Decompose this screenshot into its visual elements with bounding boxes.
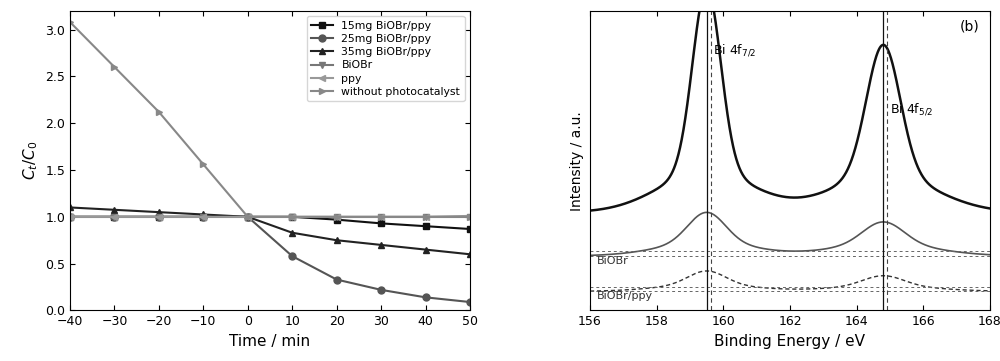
ppy	[64, 215, 76, 219]
BiOBr	[420, 215, 432, 219]
ppy	[464, 214, 476, 218]
15mg BiOBr/ppy	[153, 215, 165, 219]
Y-axis label: $C_t$/$C_0$: $C_t$/$C_0$	[21, 141, 40, 180]
without photocatalyst	[64, 20, 76, 24]
25mg BiOBr/ppy	[108, 215, 120, 219]
Line: 15mg BiOBr/ppy: 15mg BiOBr/ppy	[67, 214, 473, 232]
Line: without photocatalyst: without photocatalyst	[67, 19, 473, 219]
ppy	[420, 215, 432, 219]
Text: (b): (b)	[960, 20, 980, 34]
BiOBr	[108, 215, 120, 219]
35mg BiOBr/ppy	[420, 247, 432, 252]
15mg BiOBr/ppy	[286, 215, 298, 219]
X-axis label: Time / min: Time / min	[229, 334, 311, 349]
without photocatalyst	[464, 215, 476, 219]
without photocatalyst	[108, 65, 120, 69]
Line: 25mg BiOBr/ppy: 25mg BiOBr/ppy	[67, 213, 473, 305]
Legend: 15mg BiOBr/ppy, 25mg BiOBr/ppy, 35mg BiOBr/ppy, BiOBr, ppy, without photocatalys: 15mg BiOBr/ppy, 25mg BiOBr/ppy, 35mg BiO…	[307, 16, 465, 101]
25mg BiOBr/ppy	[375, 288, 387, 292]
BiOBr	[464, 215, 476, 219]
BiOBr	[64, 215, 76, 219]
Text: BiOBr: BiOBr	[597, 256, 628, 266]
BiOBr	[286, 215, 298, 219]
15mg BiOBr/ppy	[375, 221, 387, 226]
without photocatalyst	[242, 215, 254, 219]
without photocatalyst	[420, 215, 432, 219]
25mg BiOBr/ppy	[331, 277, 343, 282]
35mg BiOBr/ppy	[108, 208, 120, 212]
Line: ppy: ppy	[67, 213, 473, 219]
35mg BiOBr/ppy	[331, 238, 343, 242]
ppy	[331, 215, 343, 219]
25mg BiOBr/ppy	[197, 215, 209, 219]
BiOBr	[331, 215, 343, 219]
Line: 35mg BiOBr/ppy: 35mg BiOBr/ppy	[67, 204, 473, 258]
25mg BiOBr/ppy	[464, 300, 476, 304]
without photocatalyst	[197, 162, 209, 166]
ppy	[286, 215, 298, 219]
25mg BiOBr/ppy	[286, 254, 298, 258]
X-axis label: Binding Energy / eV: Binding Energy / eV	[714, 334, 866, 349]
without photocatalyst	[286, 215, 298, 219]
BiOBr	[197, 215, 209, 219]
15mg BiOBr/ppy	[331, 217, 343, 222]
35mg BiOBr/ppy	[464, 252, 476, 256]
25mg BiOBr/ppy	[242, 215, 254, 219]
ppy	[375, 215, 387, 219]
15mg BiOBr/ppy	[108, 215, 120, 219]
without photocatalyst	[375, 215, 387, 219]
Line: BiOBr: BiOBr	[67, 214, 473, 219]
BiOBr	[242, 215, 254, 219]
35mg BiOBr/ppy	[242, 215, 254, 219]
BiOBr	[375, 215, 387, 219]
Text: BiOBr/ppy: BiOBr/ppy	[597, 291, 653, 301]
Y-axis label: Intensity / a.u.: Intensity / a.u.	[570, 111, 584, 210]
25mg BiOBr/ppy	[420, 295, 432, 300]
15mg BiOBr/ppy	[197, 215, 209, 219]
25mg BiOBr/ppy	[153, 215, 165, 219]
ppy	[153, 215, 165, 219]
ppy	[197, 215, 209, 219]
ppy	[242, 215, 254, 219]
35mg BiOBr/ppy	[375, 243, 387, 247]
35mg BiOBr/ppy	[153, 210, 165, 214]
without photocatalyst	[153, 110, 165, 114]
Text: Bi 4f$_{7/2}$: Bi 4f$_{7/2}$	[713, 43, 757, 58]
15mg BiOBr/ppy	[464, 227, 476, 231]
BiOBr	[153, 215, 165, 219]
15mg BiOBr/ppy	[64, 215, 76, 219]
Text: Bi 4f$_{5/2}$: Bi 4f$_{5/2}$	[890, 101, 933, 117]
15mg BiOBr/ppy	[242, 215, 254, 219]
35mg BiOBr/ppy	[64, 205, 76, 210]
ppy	[108, 215, 120, 219]
35mg BiOBr/ppy	[286, 231, 298, 235]
25mg BiOBr/ppy	[64, 215, 76, 219]
without photocatalyst	[331, 215, 343, 219]
15mg BiOBr/ppy	[420, 224, 432, 229]
35mg BiOBr/ppy	[197, 212, 209, 217]
